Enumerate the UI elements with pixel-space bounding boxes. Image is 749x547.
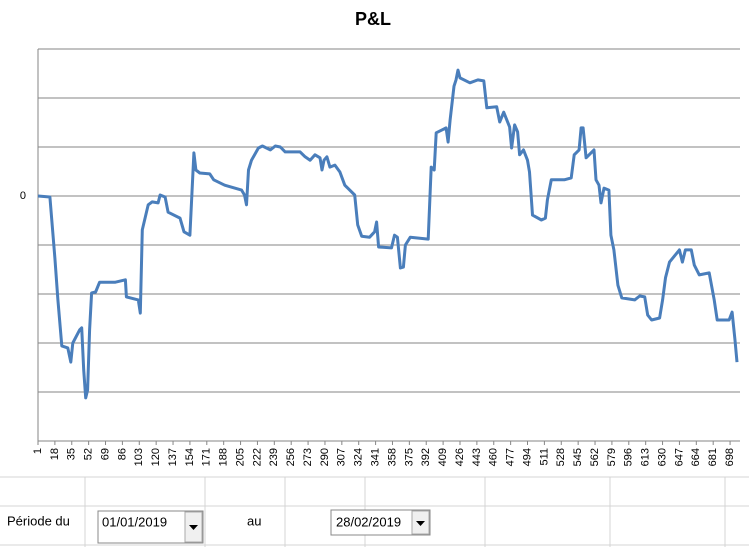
x-tick-label: 681 bbox=[707, 448, 719, 466]
x-tick-label: 392 bbox=[420, 448, 432, 466]
x-tick-label: 69 bbox=[99, 448, 111, 460]
x-tick-label: 120 bbox=[150, 448, 162, 466]
x-tick-label: 222 bbox=[251, 448, 263, 466]
x-tick-label: 358 bbox=[386, 448, 398, 466]
x-tick-label: 205 bbox=[234, 448, 246, 466]
x-tick-label: 86 bbox=[116, 448, 128, 460]
x-tick-label: 256 bbox=[285, 448, 297, 466]
x-tick-label: 545 bbox=[572, 448, 584, 466]
x-tick-label: 273 bbox=[302, 448, 314, 466]
x-tick-label: 52 bbox=[83, 448, 95, 460]
date-from-input[interactable]: 01/01/2019 bbox=[97, 510, 204, 544]
x-tick-label: 664 bbox=[690, 448, 702, 466]
x-tick-label: 239 bbox=[268, 448, 280, 466]
x-tick-label: 528 bbox=[555, 448, 567, 466]
sheet-grid bbox=[0, 476, 749, 547]
x-tick-label: 307 bbox=[336, 448, 348, 466]
x-tick-label: 137 bbox=[167, 448, 179, 466]
series-line bbox=[37, 68, 739, 400]
x-tick-label: 341 bbox=[370, 448, 382, 466]
chart-title: P&L bbox=[355, 9, 391, 29]
x-tick-label: 171 bbox=[201, 448, 213, 466]
x-tick-label: 409 bbox=[437, 448, 449, 466]
x-tick-label: 460 bbox=[488, 448, 500, 466]
x-tick-label: 698 bbox=[724, 448, 736, 466]
x-tick-label: 443 bbox=[471, 448, 483, 466]
x-tick-label: 562 bbox=[589, 448, 601, 466]
label-to: au bbox=[247, 513, 261, 528]
x-tick-label: 613 bbox=[640, 448, 652, 466]
x-tick-label: 426 bbox=[454, 448, 466, 466]
x-tick-label: 324 bbox=[353, 448, 365, 466]
date-to-input[interactable]: 28/02/2019 bbox=[330, 509, 431, 536]
date-to: 28/02/2019 bbox=[336, 514, 401, 529]
x-tick-label: 35 bbox=[66, 448, 78, 460]
x-tick-label: 154 bbox=[184, 448, 196, 466]
x-tick-label: 511 bbox=[538, 448, 550, 466]
x-tick-label: 375 bbox=[403, 448, 415, 466]
x-tick-label: 630 bbox=[656, 448, 668, 466]
x-tick-label: 647 bbox=[673, 448, 685, 466]
x-tick-label: 103 bbox=[133, 448, 145, 466]
y-tick-label: 0 bbox=[20, 190, 26, 202]
x-tick-label: 477 bbox=[505, 448, 517, 466]
x-tick-label: 579 bbox=[606, 448, 618, 466]
date-from: 01/01/2019 bbox=[102, 514, 167, 529]
x-tick-label: 18 bbox=[49, 448, 61, 460]
label-from: Période du bbox=[7, 513, 70, 528]
x-tick-label: 1 bbox=[32, 448, 44, 454]
x-tick-label: 188 bbox=[218, 448, 230, 466]
x-tick-label: 596 bbox=[623, 448, 635, 466]
x-tick-label: 494 bbox=[521, 448, 533, 466]
x-tick-label: 290 bbox=[319, 448, 331, 466]
